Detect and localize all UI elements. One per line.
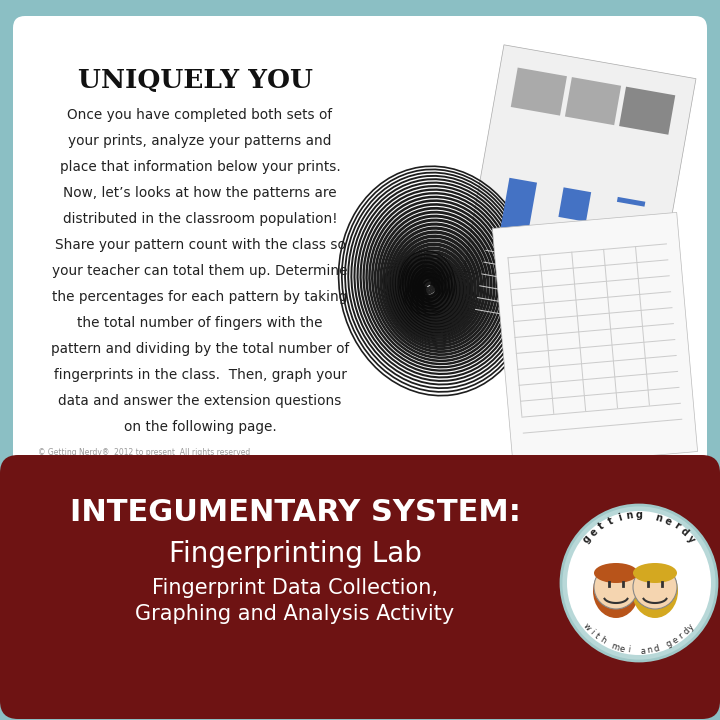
Text: g: g <box>581 534 593 545</box>
Text: e: e <box>671 635 680 646</box>
Text: place that information below your prints.: place that information below your prints… <box>60 160 341 174</box>
Text: n: n <box>654 512 663 523</box>
Bar <box>539 254 554 414</box>
Bar <box>477 297 635 325</box>
Bar <box>603 249 618 408</box>
Bar <box>483 261 641 290</box>
Text: the total number of fingers with the: the total number of fingers with the <box>77 316 323 330</box>
Bar <box>516 339 675 354</box>
Text: d: d <box>652 644 660 654</box>
Text: Once you have completed both sets of: Once you have completed both sets of <box>68 108 333 122</box>
Bar <box>617 197 645 207</box>
Ellipse shape <box>633 563 677 583</box>
Text: i: i <box>626 646 631 654</box>
Bar <box>619 86 675 135</box>
Bar <box>512 291 671 306</box>
Bar <box>520 387 680 402</box>
Bar <box>510 275 670 290</box>
Text: data and answer the extension questions: data and answer the extension questions <box>58 394 342 408</box>
Text: g: g <box>665 639 674 649</box>
Text: distributed in the classroom population!: distributed in the classroom population! <box>63 212 337 226</box>
Text: w: w <box>581 621 593 632</box>
Bar <box>635 246 650 405</box>
Bar <box>571 252 586 411</box>
Bar <box>508 243 667 258</box>
Text: i: i <box>588 628 595 636</box>
Bar <box>510 68 567 116</box>
Ellipse shape <box>593 564 639 618</box>
Text: your prints, analyze your patterns and: your prints, analyze your patterns and <box>68 134 332 148</box>
Text: i: i <box>616 513 623 523</box>
Text: e: e <box>618 644 626 654</box>
Bar <box>513 307 672 322</box>
Text: n: n <box>625 510 634 521</box>
Text: UNIQUELY YOU: UNIQUELY YOU <box>78 68 312 93</box>
Text: e: e <box>588 526 600 538</box>
Text: m: m <box>610 641 621 652</box>
Bar <box>475 309 633 338</box>
Text: Graphing and Analysis Activity: Graphing and Analysis Activity <box>135 604 454 624</box>
Text: INTEGUMENTARY SYSTEM:: INTEGUMENTARY SYSTEM: <box>70 498 521 527</box>
Bar <box>480 285 637 314</box>
Circle shape <box>594 565 638 609</box>
Bar <box>521 402 681 418</box>
FancyBboxPatch shape <box>492 212 698 467</box>
Text: t: t <box>597 521 606 531</box>
Ellipse shape <box>632 564 678 618</box>
Text: t: t <box>606 516 614 527</box>
Bar <box>565 77 621 125</box>
Bar <box>523 419 683 433</box>
Text: Now, let’s looks at how the patterns are: Now, let’s looks at how the patterns are <box>63 186 337 200</box>
Bar <box>485 250 643 279</box>
Text: d: d <box>681 626 691 637</box>
FancyBboxPatch shape <box>464 45 696 305</box>
Text: g: g <box>636 510 642 520</box>
Bar <box>509 259 668 274</box>
Bar <box>481 274 639 302</box>
Text: r: r <box>677 631 685 641</box>
Circle shape <box>567 511 711 655</box>
Text: your teacher can total them up. Determine: your teacher can total them up. Determin… <box>53 264 348 278</box>
Text: e: e <box>662 516 673 527</box>
Text: pattern and dividing by the total number of: pattern and dividing by the total number… <box>51 342 349 356</box>
Text: y: y <box>685 534 697 545</box>
Text: y: y <box>686 622 696 631</box>
Text: t: t <box>593 632 601 641</box>
Bar <box>508 257 523 417</box>
Text: Fingerprinting Lab: Fingerprinting Lab <box>168 540 421 568</box>
Circle shape <box>561 505 717 661</box>
Bar <box>499 178 537 242</box>
Bar <box>517 355 677 370</box>
FancyBboxPatch shape <box>13 16 707 470</box>
Text: the percentages for each pattern by taking: the percentages for each pattern by taki… <box>53 290 348 304</box>
Text: n: n <box>646 645 653 655</box>
Text: on the following page.: on the following page. <box>124 420 276 434</box>
Text: a: a <box>639 647 645 655</box>
Text: Share your pattern count with the class so: Share your pattern count with the class … <box>55 238 346 252</box>
Text: © Getting Nerdy®  2012 to present  All rights reserved: © Getting Nerdy® 2012 to present All rig… <box>38 448 251 457</box>
Text: d: d <box>678 526 690 539</box>
Bar <box>559 187 591 222</box>
Text: h: h <box>598 635 607 646</box>
Bar <box>518 371 678 386</box>
Bar <box>514 323 674 338</box>
Text: r: r <box>672 521 681 531</box>
Circle shape <box>633 565 677 609</box>
Ellipse shape <box>594 563 638 583</box>
FancyBboxPatch shape <box>0 455 720 719</box>
Text: fingerprints in the class.  Then, graph your: fingerprints in the class. Then, graph y… <box>53 368 346 382</box>
Text: Fingerprint Data Collection,: Fingerprint Data Collection, <box>152 578 438 598</box>
